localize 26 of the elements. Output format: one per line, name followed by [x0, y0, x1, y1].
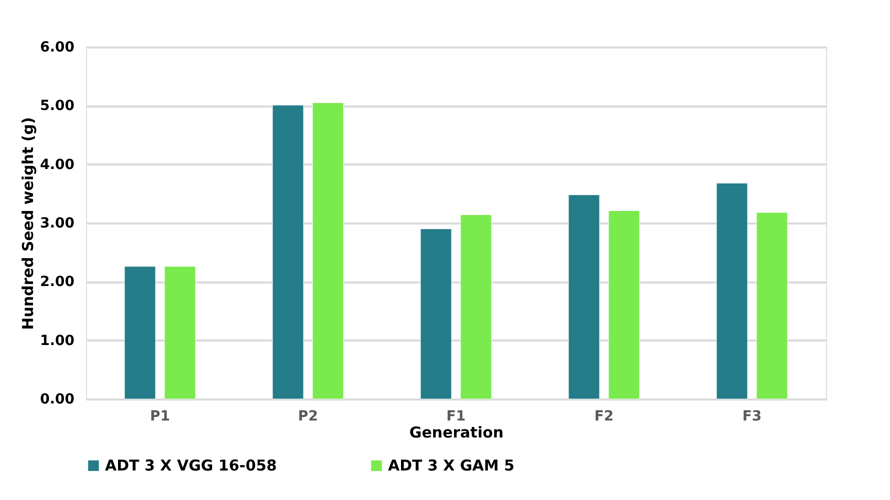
x-tick-label: F2: [594, 408, 614, 424]
bar: [756, 212, 788, 400]
y-tick-label: 2.00: [40, 274, 75, 290]
x-tick-label: F3: [742, 408, 762, 424]
y-tick-label: 3.00: [40, 216, 75, 232]
bar: [460, 214, 492, 400]
y-tick-label: 4.00: [40, 156, 75, 173]
bar: [312, 102, 344, 400]
y-tick-label: 6.00: [40, 40, 75, 56]
x-tick-label: P1: [150, 408, 170, 424]
y-tick-label: 5.00: [40, 98, 75, 114]
legend-label: ADT 3 X VGG 16-058: [105, 456, 277, 475]
bar: [608, 210, 640, 400]
bar: [568, 194, 600, 400]
x-tick-label: F1: [446, 408, 466, 424]
bar: [716, 182, 748, 400]
bar: [124, 266, 156, 400]
y-tick-label: 0.00: [40, 392, 75, 408]
y-tick-label: 1.00: [40, 332, 75, 349]
legend-label: ADT 3 X GAM 5: [388, 456, 514, 475]
y-axis-title: Hundred Seed weight (g): [18, 117, 37, 330]
x-tick-label: P2: [298, 408, 318, 424]
bar: [272, 104, 304, 400]
bar: [164, 266, 196, 400]
x-axis-title: Generation: [409, 424, 504, 442]
bar: [420, 228, 452, 400]
